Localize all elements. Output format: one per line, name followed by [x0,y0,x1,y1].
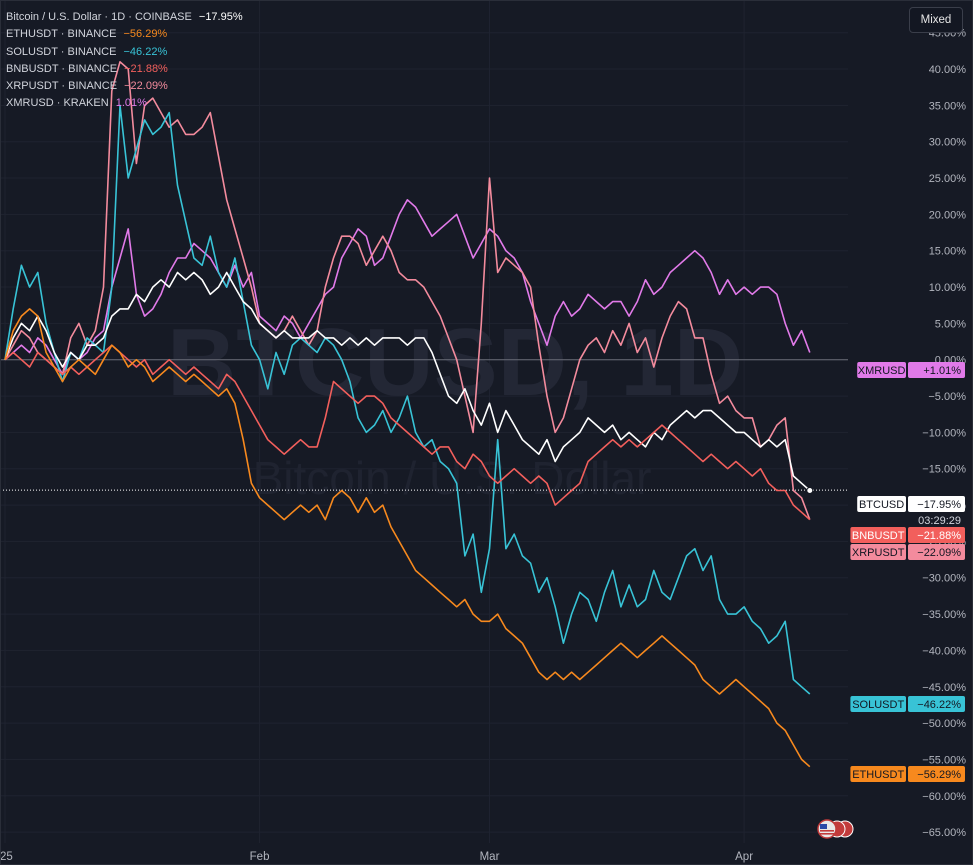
watermark-symbol: BTCUSD, 1D [167,309,743,416]
price-label-xrpusdt[interactable]: −22.09% XRPUSDT [850,544,965,560]
legend-label: ETHUSDT · BINANCE [6,28,117,41]
price-label-name-bg [850,544,906,560]
reference-lines [0,359,848,491]
y-tick-label: −35.00% [922,609,966,621]
price-label-btcusd[interactable]: −17.95% BTCUSD 03:29:29 [857,496,965,528]
price-label-name: BNBUSDT [852,530,905,542]
x-tick-label: Mar [480,851,500,863]
price-label-value: −22.09% [917,547,961,559]
y-tick-label: 10.00% [929,282,967,294]
price-label-value-bg [908,696,965,712]
last-point-marker [806,487,814,495]
legend-value: −56.29% [123,28,168,41]
price-label-name: SOLUSDT [852,699,904,711]
price-label-name-bg [857,362,906,378]
y-tick-label: 30.00% [929,137,967,149]
legend-label: BNBUSDT · BINANCE [6,62,118,75]
price-label-bnbusdt[interactable]: −21.88% BNBUSDT [850,527,965,543]
price-labels: +1.01%XMRUSD−17.95%BTCUSD03:29:29−21.88%… [850,362,965,782]
legend-value: −46.22% [123,45,168,58]
price-label-name: ETHUSDT [852,769,904,781]
series-line-btcusd [4,271,811,492]
price-label-value-bg [908,766,965,782]
x-axis[interactable]: 25 Feb Mar Apr [0,851,753,863]
legend-row-xrp[interactable]: XRPUSDT · BINANCE −22.09% [6,78,243,95]
y-axis[interactable]: 45.00%40.00%35.00%30.00%25.00%20.00%15.0… [922,28,966,839]
legend-label: Bitcoin / U.S. Dollar · 1D · COINBASE [6,11,192,23]
price-label-xmrusd[interactable]: +1.01% XMRUSD [857,362,965,378]
y-tick-label: −30.00% [922,573,966,585]
y-tick-label: −65.00% [922,827,966,839]
series-line-xmrusd [4,199,811,376]
series-line-solusdt [4,104,811,695]
price-label-countdown-bg [908,512,965,528]
legend-row-xmr[interactable]: XMRUSD · KRAKEN 1.01% [6,95,243,112]
us-flag-icon[interactable] [817,819,854,839]
price-label-solusdt[interactable]: −46.22% SOLUSDT [850,696,965,712]
y-tick-label: −5.00% [928,391,966,403]
price-label-value: −21.88% [917,530,961,542]
x-tick-label: 25 [0,851,13,863]
legend: Bitcoin / U.S. Dollar · 1D · COINBASE −1… [6,9,243,113]
y-tick-label: −40.00% [922,645,966,657]
legend-value: −21.88% [124,62,168,75]
series-line-ethusdt [4,308,811,768]
price-label-name-bg [857,496,906,512]
watermark-name: Bitcoin / U.S. Dollar [253,452,652,504]
y-tick-label: 25.00% [929,173,967,185]
grid [0,0,848,843]
y-tick-label: −55.00% [922,754,966,766]
legend-value: −17.95% [198,11,243,23]
price-label-name-bg [850,696,906,712]
price-label-value-bg [908,544,965,560]
y-tick-label: 35.00% [929,100,967,112]
price-label-ethusdt[interactable]: −56.29% ETHUSDT [850,766,965,782]
price-label-name: XRPUSDT [852,547,905,559]
legend-label: XMRUSD · KRAKEN [6,97,109,110]
price-label-value-bg [908,362,965,378]
legend-row-eth[interactable]: ETHUSDT · BINANCE −56.29% [6,26,243,43]
price-label-countdown: 03:29:29 [918,515,961,527]
legend-value: −22.09% [124,80,168,93]
series-line-bnbusdt [4,344,811,521]
price-label-value: +1.01% [923,365,961,377]
price-label-value-bg [908,527,965,543]
price-label-value-bg [908,496,965,512]
y-tick-label: −15.00% [922,464,966,476]
y-tick-label: 15.00% [929,246,967,258]
price-label-name: BTCUSD [859,499,904,511]
series-lines [4,60,814,768]
legend-value: 1.01% [115,97,147,110]
price-label-name-bg [850,766,906,782]
events-flags[interactable] [815,819,855,839]
series-line-xrpusdt [4,60,811,520]
y-tick-label: 20.00% [929,209,967,221]
price-label-value: −56.29% [917,769,961,781]
y-tick-label: −60.00% [922,791,966,803]
price-label-value: −17.95% [917,499,961,511]
legend-label: XRPUSDT · BINANCE [6,80,118,93]
scale-mode-button[interactable]: Mixed [909,7,963,33]
y-tick-label: −10.00% [922,427,966,439]
y-tick-label: 5.00% [935,318,966,330]
legend-label: SOLUSDT · BINANCE [6,45,117,58]
x-tick-label: Apr [735,851,753,863]
y-tick-label: 40.00% [929,64,967,76]
price-label-name-bg [850,527,906,543]
price-label-value: −46.22% [917,699,961,711]
x-tick-label: Feb [250,851,270,863]
legend-row-sol[interactable]: SOLUSDT · BINANCE −46.22% [6,44,243,61]
legend-row-btc[interactable]: Bitcoin / U.S. Dollar · 1D · COINBASE −1… [6,9,243,26]
legend-row-bnb[interactable]: BNBUSDT · BINANCE −21.88% [6,61,243,78]
price-label-name: XMRUSD [858,365,906,377]
y-tick-label: −50.00% [922,718,966,730]
y-tick-label: −45.00% [922,682,966,694]
